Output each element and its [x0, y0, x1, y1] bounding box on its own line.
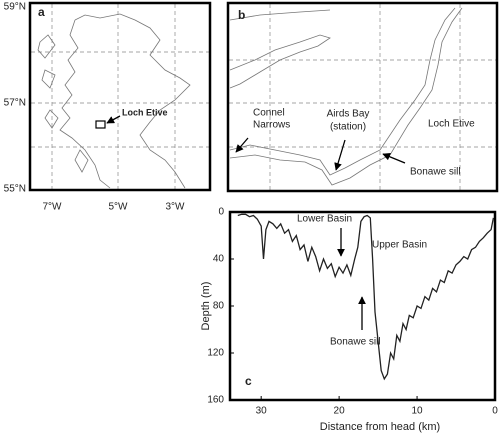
y-tick-label: 0 [218, 207, 224, 218]
lat-label: 55°N [4, 184, 26, 195]
lon-label: 3°W [166, 202, 186, 213]
panel-label: c [245, 374, 252, 388]
panel-label: a [38, 5, 45, 19]
panel-label: b [238, 8, 245, 22]
annotation: Lower Basin [297, 214, 352, 225]
depth-chart: c Lower Basin Upper Basin Bonawe sill Di… [200, 207, 498, 433]
depth-line [237, 213, 495, 381]
y-tick-label: 80 [213, 301, 225, 312]
x-tick-label: 10 [411, 406, 423, 417]
y-tick-label: 160 [207, 395, 224, 406]
y-tick-label: 40 [213, 254, 225, 265]
map-annotation: Bonawe sill [410, 167, 461, 178]
map-annotation: Loch Etive [122, 107, 168, 117]
lon-label: 5°W [109, 202, 129, 213]
map-annotation: Airds Bay [327, 109, 370, 120]
lat-label: 57°N [4, 98, 26, 109]
lat-label: 59°N [4, 2, 26, 13]
map-annotation: (station) [330, 122, 366, 133]
x-axis-label: Distance from head (km) [320, 421, 440, 433]
map-annotation: Narrows [253, 120, 290, 131]
annotation: Upper Basin [372, 240, 427, 251]
y-tick-label: 120 [207, 348, 224, 359]
map-a [28, 1, 212, 192]
annotation: Bonawe sill [330, 337, 381, 348]
map-annotation: Connel [253, 108, 285, 119]
map-b [226, 1, 499, 193]
x-tick-label: 30 [256, 406, 268, 417]
x-tick-label: 0 [492, 406, 498, 417]
map-annotation: Loch Etive [428, 119, 475, 130]
x-tick-label: 20 [334, 406, 346, 417]
y-axis-label: Depth (m) [200, 282, 212, 331]
lon-label: 7°W [43, 202, 63, 213]
